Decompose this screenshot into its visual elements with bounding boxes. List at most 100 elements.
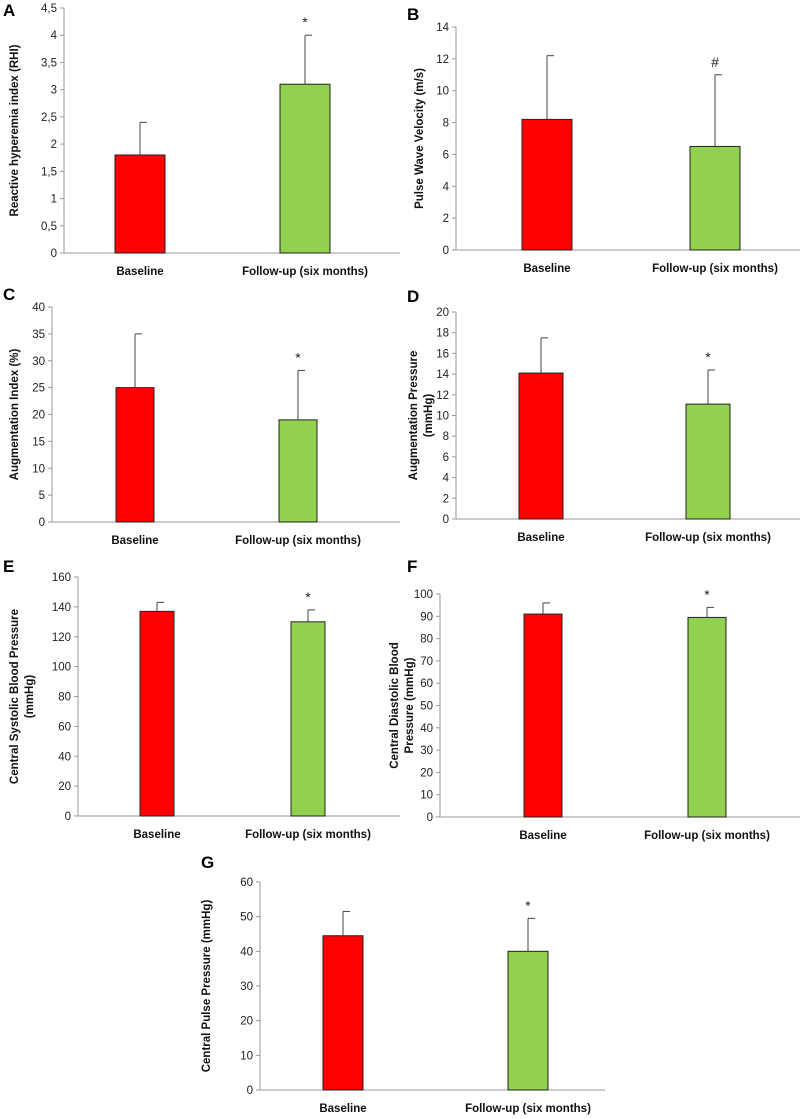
y-tick-label: 40: [420, 723, 433, 735]
chart-svg: 0 2 4 6 8 10 12 14 16 18 20 Baseline * Follow-up (six…: [408, 307, 800, 544]
y-tick-label: 20: [58, 781, 71, 793]
category-label: Follow-up (six months): [245, 829, 371, 841]
category-label: Follow-up (six months): [652, 263, 778, 275]
panel-d: D 0 2 4 6 8 10 12 14 16 18 20 Baseline * Follow-up (s…: [405, 280, 809, 550]
y-tick-label: 40: [58, 751, 71, 763]
y-tick-label: 50: [240, 912, 253, 924]
category-label: Baseline: [523, 263, 570, 275]
y-tick-label: 12: [436, 390, 449, 402]
y-tick-label: 0: [247, 1085, 253, 1097]
category-label: Baseline: [519, 830, 566, 842]
panel-g: G 0 10 20 30 40 50 60 Baseline * Follow-up (six m…: [195, 850, 615, 1119]
significance-marker: *: [295, 349, 301, 365]
y-tick-label: 6: [443, 149, 449, 161]
significance-marker: #: [711, 54, 719, 70]
y-tick-label: 100: [52, 662, 71, 674]
y-tick-label: 8: [443, 118, 449, 130]
y-tick-label: 60: [58, 721, 71, 733]
y-axis-label: Central Systolic Blood Pressure: [9, 609, 21, 784]
y-tick-label: 60: [240, 877, 253, 889]
y-tick-label: 0,5: [41, 221, 57, 233]
category-label: Follow-up (six months): [242, 266, 368, 278]
category-label: Baseline: [116, 266, 163, 278]
y-tick-label: 160: [52, 572, 71, 584]
y-tick-label: 25: [32, 383, 45, 395]
chart-svg: 0 0,5 1 1,5 2 2,5 3 3,5 4 4,5 Baseline * Follow-up (…: [9, 3, 400, 278]
y-tick-label: 3: [51, 85, 57, 97]
y-tick-label: 20: [420, 767, 433, 779]
panel-c: C 0 5 10 15 20 25 30 35 40 Baseline * Follow-up (si…: [0, 280, 405, 550]
panel-letter: C: [3, 285, 16, 304]
y-axis-label: Augmentation Index (%): [9, 349, 21, 481]
y-axis-label: Pulse Wave Velocity (m/s): [414, 68, 426, 209]
y-axis-label: Central Pulse Pressure (mmHg): [201, 900, 213, 1073]
bar-baseline: [115, 387, 155, 523]
panel-letter: F: [407, 557, 418, 576]
y-tick-label: 80: [420, 634, 433, 646]
bar-baseline: [114, 154, 166, 254]
y-tick-label: 140: [52, 602, 71, 614]
bar-follow-up-six-months: [689, 145, 741, 251]
y-tick-label: 1: [51, 194, 57, 206]
y-tick-label: 16: [436, 348, 449, 360]
panel-letter: A: [3, 1, 16, 20]
panel-letter: E: [3, 557, 15, 576]
y-tick-label: 0: [443, 245, 449, 257]
bar-baseline: [322, 935, 364, 1091]
y-tick-label: 10: [32, 463, 45, 475]
significance-marker: *: [525, 897, 531, 913]
y-tick-label: 14: [436, 22, 449, 34]
y-tick-label: 20: [436, 307, 449, 319]
y-tick-label: 2: [443, 493, 449, 505]
y-tick-label: 2: [51, 139, 57, 151]
y-tick-label: 4: [443, 473, 450, 485]
y-tick-label: 70: [420, 656, 433, 668]
category-label: Baseline: [133, 829, 180, 841]
y-axis-label: Reactive hyperemia index (RHI): [9, 44, 21, 216]
y-tick-label: 2: [443, 213, 449, 225]
y-axis-label: (mmHg): [423, 394, 435, 438]
y-tick-label: 6: [443, 452, 449, 464]
panel-b: B 0 2 4 6 8 10 12 14 Baseline # Follow-up (six mon…: [405, 0, 809, 280]
y-tick-label: 35: [32, 329, 45, 341]
y-tick-label: 8: [443, 431, 449, 443]
panel-letter: B: [407, 5, 420, 24]
y-tick-label: 30: [240, 981, 253, 993]
y-tick-label: 15: [32, 436, 45, 448]
y-tick-label: 100: [414, 589, 433, 601]
y-tick-label: 80: [58, 692, 71, 704]
y-tick-label: 40: [32, 302, 45, 314]
y-tick-label: 2,5: [41, 112, 57, 124]
category-label: Baseline: [319, 1103, 366, 1115]
chart-svg: 0 10 20 30 40 50 60 70 80 90 100 Baseline * Follow-up…: [389, 586, 800, 842]
category-label: Baseline: [517, 532, 564, 544]
y-tick-label: 0: [51, 248, 57, 260]
y-tick-label: 4: [443, 181, 450, 193]
y-tick-label: 1,5: [41, 166, 57, 178]
bar-follow-up-six-months: [278, 419, 318, 523]
category-label: Follow-up (six months): [644, 830, 770, 842]
panel-f: F 0 10 20 30 40 50 60 70 80 90 100 Baseline * Follow-…: [389, 550, 809, 850]
y-tick-label: 14: [436, 369, 449, 381]
y-tick-label: 30: [420, 745, 433, 757]
y-tick-label: 0: [443, 514, 449, 526]
chart-svg: 0 2 4 6 8 10 12 14 Baseline # Follow-up (six month…: [414, 22, 800, 275]
significance-marker: *: [302, 14, 308, 30]
bar-baseline: [523, 613, 563, 818]
y-tick-label: 60: [420, 678, 433, 690]
y-tick-label: 3,5: [41, 57, 57, 69]
y-tick-label: 120: [52, 632, 71, 644]
y-tick-label: 5: [39, 490, 45, 502]
bar-follow-up-six-months: [687, 616, 727, 818]
y-tick-label: 0: [65, 811, 71, 823]
significance-marker: *: [705, 349, 711, 365]
chart-svg: 0 5 10 15 20 25 30 35 40 Baseline * Follow-up (six …: [9, 302, 400, 547]
y-tick-label: 30: [32, 356, 45, 368]
bar-follow-up-six-months: [685, 403, 731, 520]
y-tick-label: 20: [32, 410, 45, 422]
y-tick-label: 10: [240, 1050, 253, 1062]
category-label: Follow-up (six months): [465, 1103, 591, 1115]
bar-follow-up-six-months: [279, 83, 331, 254]
bar-baseline: [139, 610, 175, 817]
y-tick-label: 50: [420, 701, 433, 713]
